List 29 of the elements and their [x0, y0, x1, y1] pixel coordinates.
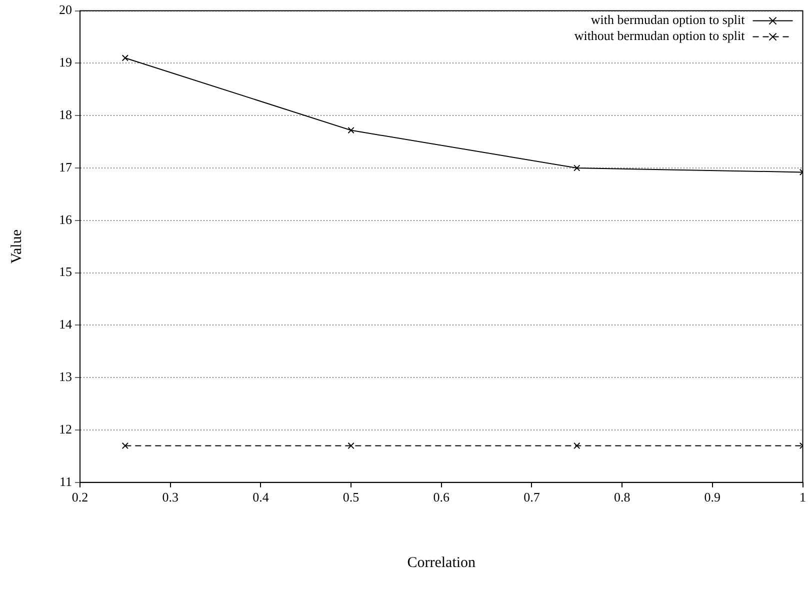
point	[122, 442, 128, 450]
x-tick-label: 0.2	[72, 490, 88, 505]
point	[574, 164, 580, 172]
y-tick-label: 11	[59, 474, 72, 489]
x-tick-label: 0.5	[342, 490, 360, 505]
legend-label: with bermudan option to split	[590, 12, 746, 28]
x-tick-label: 0.4	[252, 490, 270, 505]
y-tick-label: 14	[59, 316, 72, 332]
y-tick-label: 19	[59, 54, 72, 70]
point	[348, 126, 354, 134]
x-axis-title: Correlation	[407, 554, 476, 571]
point	[122, 54, 128, 62]
legend-label: without bermudan option to split	[574, 28, 746, 44]
y-axis-title: Value	[8, 229, 25, 264]
x-tick-label: 0.9	[704, 490, 721, 505]
point	[348, 442, 354, 450]
y-tick-label: 17	[59, 159, 72, 174]
x-tick-label: 0.8	[614, 490, 630, 505]
y-tick-label: 13	[59, 369, 72, 384]
y-tick-label: 12	[59, 421, 72, 436]
y-tick-label: 16	[59, 212, 72, 227]
point	[574, 442, 580, 450]
x-tick-label: 0.7	[524, 490, 540, 505]
y-tick-label: 20	[59, 2, 72, 18]
x-tick-label: 0.3	[162, 490, 178, 505]
x-tick-label: 0.6	[433, 490, 450, 505]
y-tick-label: 15	[59, 264, 72, 280]
y-tick-label: 18	[59, 107, 72, 122]
x-tick-label: 1	[800, 490, 806, 505]
